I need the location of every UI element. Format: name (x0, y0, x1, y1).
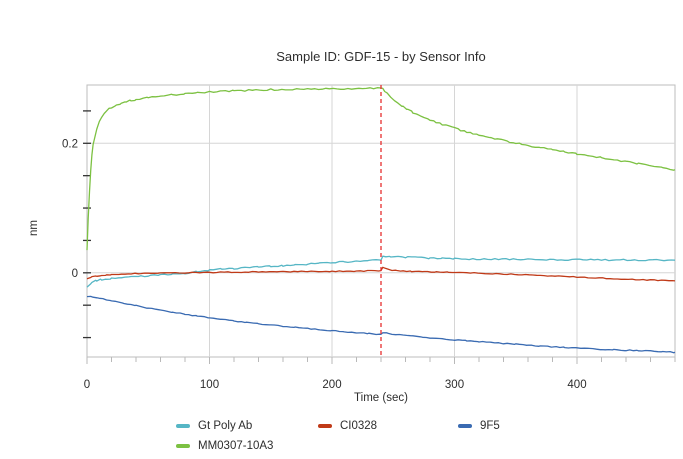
legend-swatch-mm0307-10a3 (176, 444, 190, 448)
x-axis-label: Time (sec) (354, 392, 408, 404)
legend-swatch-9f5 (458, 424, 472, 428)
y-tick-label: 0 (72, 268, 78, 280)
y-axis-label: nm (28, 220, 40, 236)
legend-label: MM0307-10A3 (198, 440, 274, 452)
series-line-ci0328 (86, 266, 676, 282)
legend-swatch-gt-poly-ab (176, 424, 190, 428)
legend-item-gt-poly-ab: Gt Poly Ab (176, 419, 252, 433)
plot-area: 0 100 200 300 400 0 0.2 (62, 84, 676, 391)
series-line-mm0307-10a3 (86, 87, 676, 251)
x-tick-label: 100 (200, 379, 219, 391)
x-tick-label: 400 (567, 379, 586, 391)
legend-label: Gt Poly Ab (198, 420, 253, 432)
legend-item-mm0307-10a3: MM0307-10A3 (176, 439, 273, 453)
series-line-9f5 (86, 295, 676, 354)
x-tick-label: 0 (84, 379, 90, 391)
legend-item-9f5: 9F5 (458, 419, 500, 433)
x-tick-label: 200 (322, 379, 341, 391)
legend-item-ci0328: CI0328 (318, 419, 377, 433)
legend-label: 9F5 (480, 420, 500, 432)
x-tick-label: 300 (445, 379, 464, 391)
y-tick-label: 0.2 (62, 138, 78, 150)
chart-title: Sample ID: GDF-15 - by Sensor Info (276, 49, 486, 64)
series-line-gt-poly-ab (86, 255, 676, 288)
legend-label: CI0328 (340, 420, 378, 432)
legend-swatch-ci0328 (318, 424, 332, 428)
